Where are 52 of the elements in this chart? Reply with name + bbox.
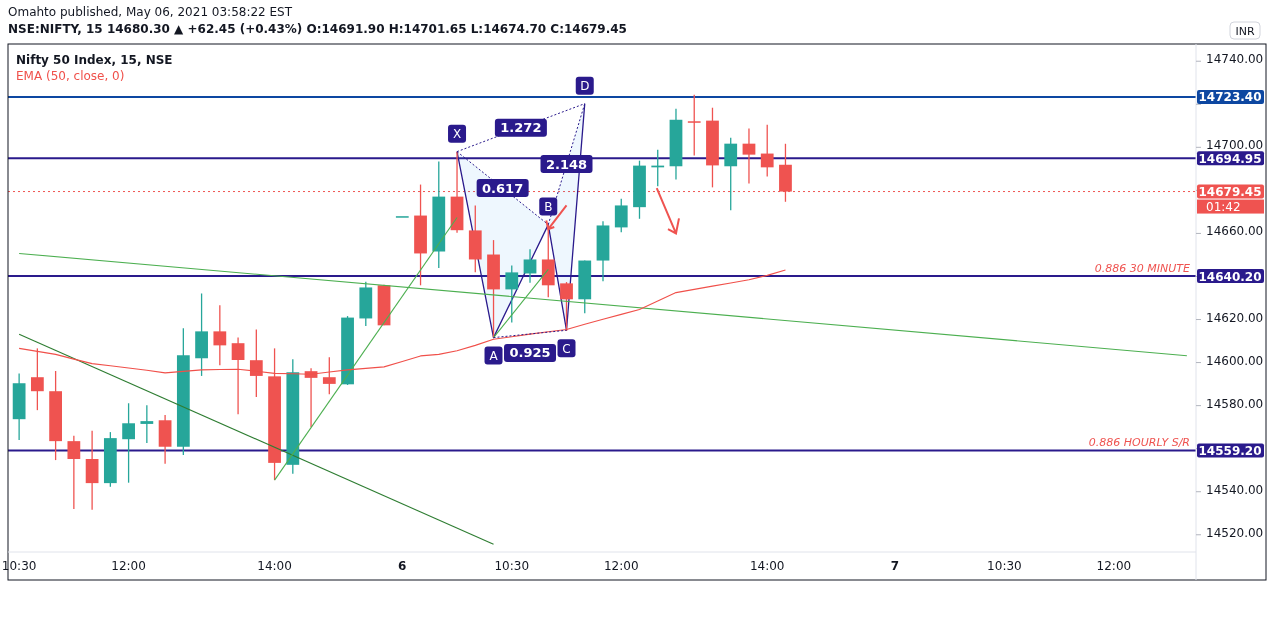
x-tick-label: 14:00	[749, 559, 785, 573]
x-tick-label: 6	[398, 559, 407, 573]
data-label: A	[489, 349, 499, 364]
x-tick-label: 12:00	[111, 559, 146, 573]
candlestick	[724, 137, 738, 211]
text: Nifty 50 Index, 15, NSE	[16, 53, 173, 67]
candlestick	[67, 435, 81, 510]
x-tick-label: 10:30	[1, 559, 37, 573]
data-label: D	[580, 79, 590, 94]
text: Omahto published, May 06, 2021 03:58:22 EST	[8, 5, 293, 19]
candlestick	[213, 304, 227, 367]
x-tick-label: 10:30	[494, 559, 530, 573]
ref-line-label: 0.886 30 MINUTE	[1094, 262, 1191, 276]
data-label: C	[562, 341, 571, 356]
candlestick	[742, 127, 756, 185]
ref-line-label: 0.886 HOURLY S/R	[1088, 436, 1190, 450]
data-label: X	[452, 127, 462, 142]
data-label: B	[544, 200, 553, 215]
annotation: 2.148	[545, 156, 588, 172]
candlestick	[523, 248, 537, 284]
candlestick	[505, 264, 519, 324]
y-tick-label: 14520.00	[1206, 525, 1264, 540]
x-tick-label: 14:00	[257, 559, 292, 573]
text: 01:42	[1206, 199, 1241, 214]
y-tick-label: 14740.00	[1206, 52, 1264, 67]
text: 14559.20	[1198, 443, 1262, 458]
text: 14723.40	[1198, 90, 1262, 105]
y-tick-label: 14540.00	[1206, 482, 1264, 497]
annotation: 0.617	[482, 180, 524, 196]
annotation: 1.272	[500, 120, 542, 136]
chart-subtitle: NSE:NIFTY, 15 14680.30 ▲ +62.45 (+0.43%) O:14691.90 H:14701.65 L:14674.70 C:14679.45	[8, 22, 627, 36]
candlestick	[122, 402, 135, 484]
candlestick	[687, 94, 701, 157]
annotation: 0.925	[509, 345, 551, 361]
y-tick-label: 14620.00	[1206, 310, 1264, 325]
x-tick-label: 12:00	[1096, 559, 1132, 573]
text: EMA (50, close, 0)	[16, 69, 125, 83]
y-tick-label: 14660.00	[1206, 224, 1264, 239]
text: 14640.20	[1198, 269, 1262, 284]
candlestick	[560, 281, 573, 332]
x-tick-label: 12:00	[603, 559, 639, 573]
candlestick	[760, 124, 774, 178]
y-tick-label: 14700.00	[1206, 138, 1264, 153]
y-tick-label: 14600.00	[1206, 353, 1264, 368]
y-tick-label: 14580.00	[1206, 396, 1264, 411]
text: INR	[1235, 25, 1255, 38]
x-tick-label: 10:30	[987, 559, 1022, 573]
x-tick-label: 7	[890, 559, 900, 573]
candlestick	[614, 198, 628, 233]
candlestick	[140, 404, 154, 444]
text: 14679.45	[1198, 185, 1262, 200]
text: 14694.95	[1198, 151, 1262, 166]
